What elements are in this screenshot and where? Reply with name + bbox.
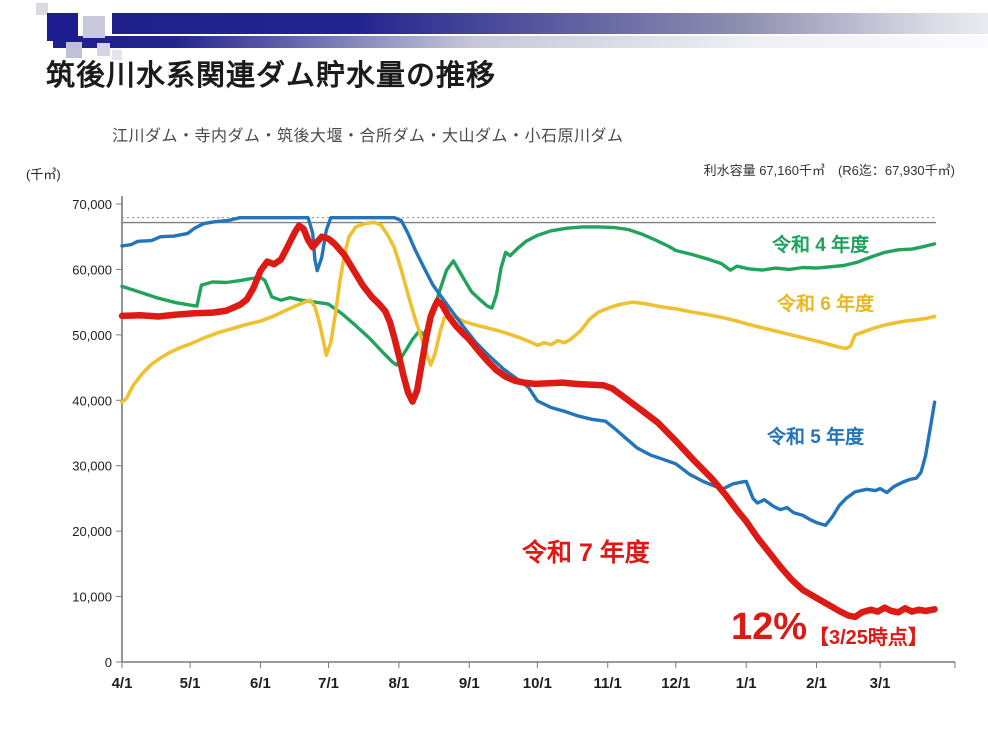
svg-text:60,000: 60,000 [72,262,112,277]
svg-text:4/1: 4/1 [112,675,133,692]
deco-bar [112,13,988,34]
series-label-reiwa7: 令和 7 年度 [522,539,650,567]
deco-square [66,42,82,58]
svg-text:9/1: 9/1 [459,675,480,692]
svg-text:11/1: 11/1 [594,675,622,692]
svg-text:10/1: 10/1 [523,675,552,692]
svg-text:6/1: 6/1 [250,675,271,692]
svg-text:2/1: 2/1 [806,675,827,692]
deco-square [112,50,122,60]
svg-text:20,000: 20,000 [72,524,112,539]
deco-bar [53,36,988,48]
series-label-reiwa6: 令和 6 年度 [777,294,875,315]
svg-text:70,000: 70,000 [72,197,112,212]
svg-text:12/1: 12/1 [661,675,690,692]
as-of-date-note: 【3/25時点】 [809,627,928,649]
deco-square [47,13,78,41]
y-axis-unit-label: (千㎥) [26,167,61,182]
svg-text:10,000: 10,000 [72,590,112,605]
page-title: 筑後川水系関連ダム貯水量の推移 [46,60,497,92]
deco-square [36,3,48,15]
deco-square [97,43,110,56]
svg-text:8/1: 8/1 [388,675,409,692]
current-storage-percentage: 12% [731,606,808,648]
series-label-reiwa5: 令和 5 年度 [767,427,865,448]
svg-text:5/1: 5/1 [180,675,201,692]
capacity-note: 利水容量 67,160千㎥ (R6迄：67,930千㎥) [703,163,955,178]
svg-text:30,000: 30,000 [72,459,112,474]
svg-text:0: 0 [105,655,112,670]
svg-text:50,000: 50,000 [72,328,112,343]
svg-text:3/1: 3/1 [870,675,891,692]
svg-text:40,000: 40,000 [72,393,112,408]
series-label-reiwa4: 令和 4 年度 [772,235,870,256]
chart-subtitle: 江川ダム・寺内ダム・筑後大堰・合所ダム・大山ダム・小石原川ダム [112,128,624,145]
svg-text:7/1: 7/1 [318,675,339,692]
svg-text:1/1: 1/1 [736,675,757,692]
deco-square [83,16,105,38]
